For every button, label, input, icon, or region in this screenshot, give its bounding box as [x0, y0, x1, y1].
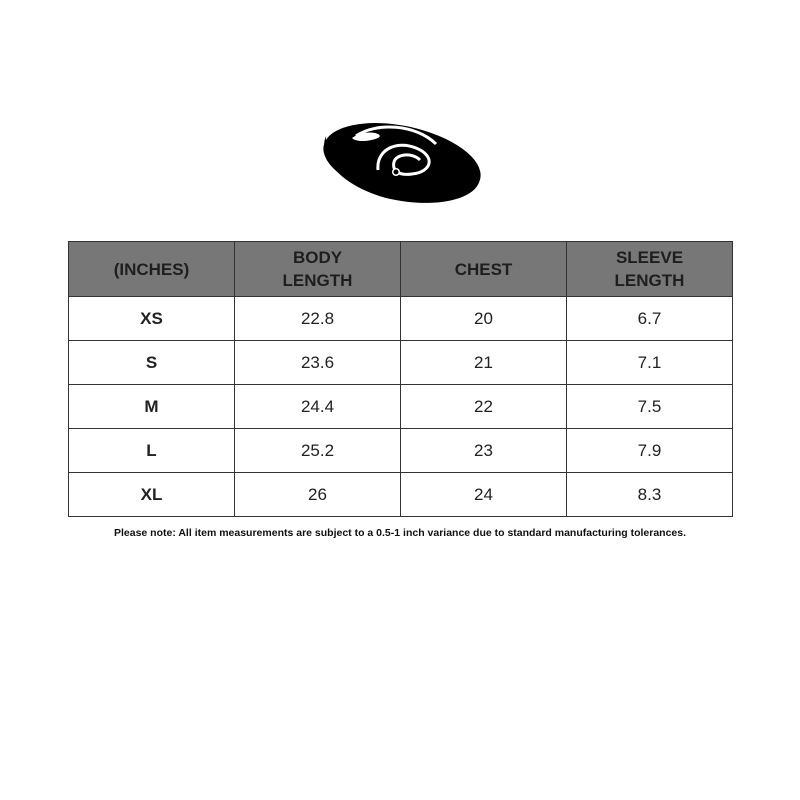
cell-sleeve-length: 7.1: [566, 340, 733, 385]
cell-sleeve-length: 6.7: [566, 296, 733, 341]
cell-chest: 22: [400, 384, 567, 429]
cell-sleeve-length: 7.9: [566, 428, 733, 473]
cell-chest: 21: [400, 340, 567, 385]
cell-body-length: 22.8: [234, 296, 401, 341]
cell-sleeve-length: 7.5: [566, 384, 733, 429]
cell-chest: 24: [400, 472, 567, 517]
table-row: XS 22.8 20 6.7: [68, 296, 733, 341]
size-chart-table: (INCHES) BODY LENGTH CHEST SLEEVE LENGTH…: [68, 241, 733, 517]
cell-size: XL: [68, 472, 235, 517]
table-row: L 25.2 23 7.9: [68, 428, 733, 473]
cell-size: L: [68, 428, 235, 473]
header-unit: (INCHES): [68, 241, 235, 297]
header-chest: CHEST: [400, 241, 567, 297]
table-row: S 23.6 21 7.1: [68, 340, 733, 385]
table-header-row: (INCHES) BODY LENGTH CHEST SLEEVE LENGTH: [68, 241, 733, 297]
cell-body-length: 25.2: [234, 428, 401, 473]
header-sleeve-length: SLEEVE LENGTH: [566, 241, 733, 297]
cell-size: M: [68, 384, 235, 429]
cell-sleeve-length: 8.3: [566, 472, 733, 517]
cell-body-length: 26: [234, 472, 401, 517]
measurement-note: Please note: All item measurements are s…: [113, 527, 687, 539]
table-row: M 24.4 22 7.5: [68, 384, 733, 429]
cell-body-length: 24.4: [234, 384, 401, 429]
cell-body-length: 23.6: [234, 340, 401, 385]
cell-chest: 23: [400, 428, 567, 473]
header-body-length: BODY LENGTH: [234, 241, 401, 297]
cell-size: S: [68, 340, 235, 385]
table-row: XL 26 24 8.3: [68, 472, 733, 517]
brand-logo: [323, 123, 481, 203]
cell-chest: 20: [400, 296, 567, 341]
cell-size: XS: [68, 296, 235, 341]
